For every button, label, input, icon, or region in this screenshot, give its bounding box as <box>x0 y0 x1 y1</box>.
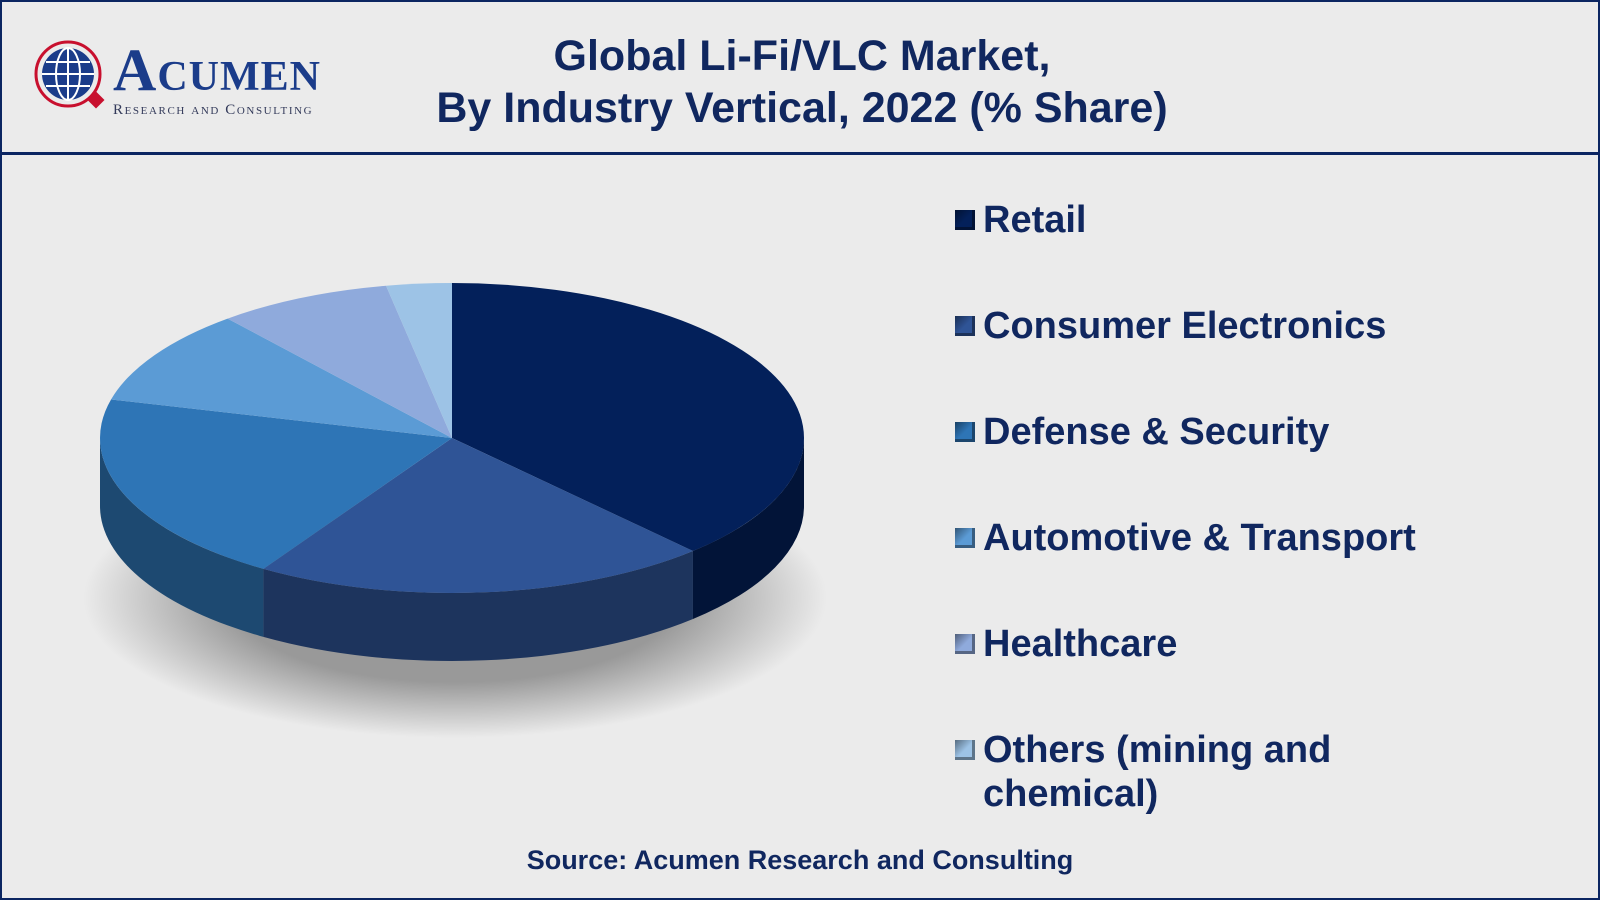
pie-chart <box>83 283 827 738</box>
chart-title: Global Li-Fi/VLC Market, By Industry Ver… <box>402 30 1202 134</box>
logo-name: Acumen <box>113 37 321 103</box>
header: Acumen Research and Consulting Global Li… <box>2 2 1598 155</box>
source-note: Source: Acumen Research and Consulting <box>526 845 1074 875</box>
pie-side-retail <box>692 438 804 619</box>
legend-label: Retail <box>983 199 1087 241</box>
legend-swatch <box>955 316 975 336</box>
pie-slice-retail <box>452 283 804 551</box>
pie-slice-defense-security <box>100 399 452 569</box>
legend-swatch <box>955 528 975 548</box>
globe-icon <box>34 40 105 109</box>
legend-swatch <box>955 210 975 230</box>
legend-swatch <box>955 634 975 654</box>
pie-side-defense-security <box>100 438 264 637</box>
logo-subtitle: Research and Consulting <box>113 102 314 118</box>
pie-slice-consumer-electronics <box>263 438 693 593</box>
company-logo: Acumen Research and Consulting <box>30 32 370 122</box>
legend-label: Defense & Security <box>983 411 1330 453</box>
pie-slice-healthcare <box>227 285 452 438</box>
legend-label: Consumer Electronics <box>983 305 1387 347</box>
chart-title-line1: Global Li-Fi/VLC Market, <box>553 32 1051 80</box>
chart-title-line2: By Industry Vertical, 2022 (% Share) <box>436 84 1168 132</box>
legend-swatch <box>955 422 975 442</box>
legend-swatch <box>955 740 975 760</box>
legend-label: Healthcare <box>983 623 1178 665</box>
legend-label: Others (mining and chemical) <box>983 729 1332 815</box>
legend-label: Automotive & Transport <box>983 517 1416 559</box>
pie-side-consumer-electronics <box>263 550 693 661</box>
pie-slice-others-mining-and-chemical <box>386 283 452 438</box>
pie-slice-automotive-transport <box>111 318 453 438</box>
